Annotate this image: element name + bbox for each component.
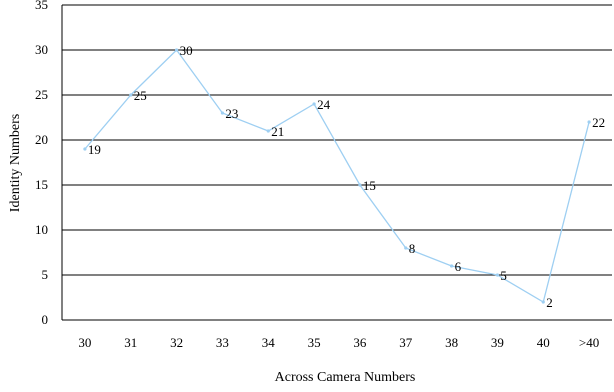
x-tick-label: 32 [170,335,183,350]
x-tick-label: 35 [308,335,321,350]
x-tick-label: 38 [445,335,458,350]
data-point [312,102,316,106]
x-tick-label: 33 [216,335,229,350]
data-point [449,264,454,268]
data-label: 15 [363,178,376,193]
y-tick-label: 5 [42,267,49,282]
data-point [587,120,591,124]
x-tick-label: 37 [399,335,413,350]
y-tick-label: 10 [35,222,48,237]
y-tick-label: 20 [35,132,48,147]
x-tick-label: 36 [353,335,367,350]
y-tick-labels: 0 5 10 15 20 25 30 35 [35,0,48,327]
data-points [83,48,591,304]
data-point [541,300,545,304]
y-axis-title: Identity Numbers [8,114,23,212]
y-tick-label: 15 [35,177,48,192]
data-label: 5 [500,268,507,283]
y-tick-label: 30 [35,42,48,57]
data-label: 19 [88,142,101,157]
x-axis-title: Across Camera Numbers [275,370,416,385]
x-tick-label: 40 [537,335,550,350]
data-point [495,273,500,277]
data-label: 6 [455,259,462,274]
data-label: 22 [592,115,605,130]
data-label: 30 [180,43,193,58]
data-point [83,147,87,151]
data-label: 21 [271,124,284,139]
data-label: 23 [225,106,238,121]
grid-lines [62,4,612,321]
data-point [358,183,362,187]
data-point [220,111,225,115]
data-label: 25 [134,88,147,103]
x-tick-label: 39 [491,335,504,350]
data-point [129,93,133,97]
x-tick-labels: 30 31 32 33 34 35 36 37 38 39 40 >40 [78,335,599,350]
series-line [84,49,590,303]
x-tick-label: 31 [124,335,137,350]
data-point [266,129,270,133]
y-tick-label: 35 [35,0,48,12]
data-label: 2 [546,295,553,310]
y-tick-label: 0 [42,312,49,327]
x-tick-label: 30 [78,335,91,350]
data-label: 24 [317,97,331,112]
x-tick-label: 34 [262,335,276,350]
data-label: 8 [409,241,416,256]
data-point [404,246,408,250]
data-point [174,48,179,52]
y-tick-label: 25 [35,87,48,102]
x-tick-label: >40 [579,335,599,350]
